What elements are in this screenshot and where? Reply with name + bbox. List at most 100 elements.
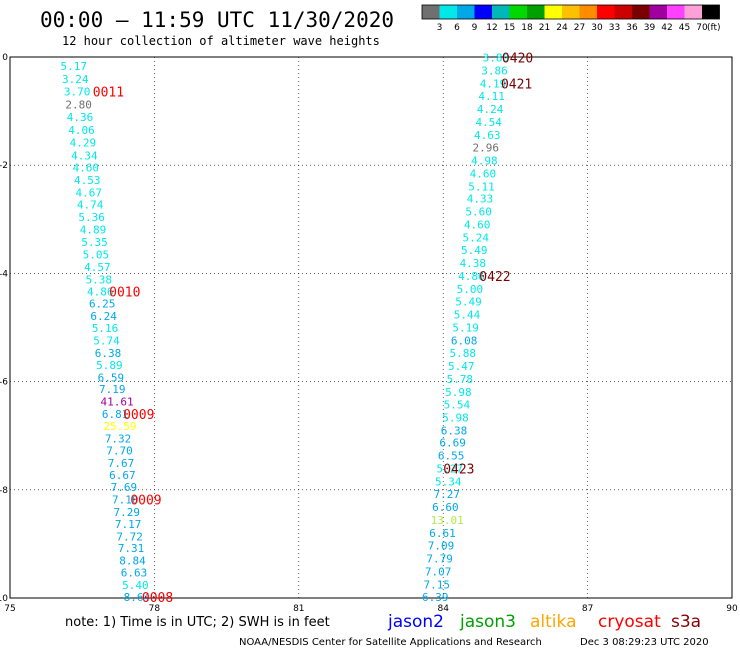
wave-height-point: 5.35 [81, 236, 108, 249]
wave-height-point: 4.89 [80, 224, 107, 237]
legend-label: 21 [539, 23, 550, 33]
y-tick-label: -4 [0, 269, 8, 279]
wave-height-point: 7.07 [425, 565, 452, 578]
wave-height-point: 3.86 [481, 65, 508, 78]
wave-height-point: 3.24 [62, 73, 89, 86]
wave-height-point: 6.24 [90, 310, 117, 323]
wave-height-point: 2.80 [65, 99, 92, 112]
pass-time-label: 0421 [501, 78, 532, 93]
wave-height-point: 5.24 [462, 232, 489, 245]
wave-height-point: 4.98 [471, 154, 498, 167]
y-tick-label: -10 [0, 594, 8, 604]
wave-height-point: 5.49 [461, 244, 488, 257]
pass-time-label: 0009 [123, 408, 154, 423]
wave-height-point: 5.89 [96, 359, 123, 372]
wave-height-point: 6.55 [438, 450, 465, 463]
wave-height-point: 7.15 [423, 578, 450, 591]
legend-label: 15 [504, 23, 515, 33]
satellite-name: s3a [671, 612, 701, 632]
x-tick-label: 90 [726, 604, 738, 614]
wave-height-point: 7.09 [428, 540, 455, 553]
wave-height-point: 4.53 [74, 174, 101, 187]
wave-height-point: 4.60 [73, 161, 100, 174]
legend-border [421, 4, 720, 20]
wave-height-point: 7.29 [113, 506, 140, 519]
wave-height-point: 8.84 [119, 555, 146, 568]
wave-height-point: 4.06 [68, 124, 95, 137]
wave-height-point: 4.34 [71, 149, 98, 162]
footer-timestamp: Dec 3 08:29:23 UTC 2020 [580, 637, 709, 648]
wave-height-point: 5.17 [61, 60, 88, 73]
wave-height-point: 5.00 [457, 283, 484, 296]
wave-height-point: 7.72 [116, 530, 143, 543]
wave-height-point: 5.38 [86, 273, 113, 286]
legend-unit: (ft) [707, 23, 721, 33]
wave-height-point: 7.70 [106, 444, 132, 457]
wave-height-point: 5.47 [448, 360, 475, 373]
y-tick-label: -2 [0, 161, 8, 171]
legend-swatch [632, 5, 650, 19]
pass-time-label: 0420 [502, 52, 533, 67]
legend-label: 36 [626, 23, 638, 33]
y-tick-label: -6 [0, 378, 8, 388]
legend-swatch [544, 5, 562, 19]
legend-label: 27 [574, 23, 585, 33]
wave-height-point: 6.63 [121, 567, 148, 580]
wave-height-point: 3.88 [483, 52, 510, 65]
wave-height-point: 4.57 [84, 261, 111, 274]
wave-height-point: 6.25 [89, 298, 116, 311]
wave-height-point: 4.29 [70, 136, 97, 149]
wave-height-point: 5.40 [122, 579, 149, 592]
wave-height-point: 4.60 [470, 167, 497, 180]
wave-height-point: 6.67 [109, 469, 136, 482]
legend-swatch [684, 5, 702, 19]
x-tick-label: 84 [437, 604, 449, 614]
pass-time-label: 0009 [130, 494, 161, 509]
wave-height-point: 5.98 [445, 386, 472, 399]
pass-time-label: 0422 [479, 270, 510, 285]
legend-swatch [579, 5, 597, 19]
x-tick-label: 78 [149, 604, 161, 614]
legend-label: 33 [609, 23, 620, 33]
wave-height-point: 6.39 [422, 591, 449, 604]
pass-time-labels: 0011 0010 0009 0009 0008 0420 0421 0422 0423 [93, 52, 533, 606]
wave-height-point: 5.74 [93, 334, 120, 347]
x-tick-label: 81 [293, 604, 304, 614]
legend-swatch [457, 5, 475, 19]
wave-height-point: 7.10 [112, 494, 139, 507]
wave-height-point: 5.49 [455, 296, 482, 309]
wave-height-point: 6.38 [95, 347, 122, 360]
legend-swatch [527, 5, 545, 19]
satellite-name: jason2 [387, 612, 444, 632]
plot-frame [9, 56, 733, 599]
wave-height-point: 4.86 [87, 285, 114, 298]
x-tick-label: 75 [4, 604, 15, 614]
legend-swatch [649, 5, 667, 19]
wave-height-point: 6.81 [102, 408, 128, 421]
legend-label: 70 [696, 23, 708, 33]
wave-height-point: 5.88 [449, 347, 476, 360]
legend-label: 30 [591, 23, 603, 33]
wave-height-point: 8.64 [124, 591, 151, 604]
legend-label: 12 [486, 23, 497, 33]
grid-lines [10, 57, 732, 598]
wave-height-point: 7.17 [115, 518, 142, 531]
wave-height-point: 5.78 [447, 373, 474, 386]
axis-ticks: 75 78 81 84 87 90 0 -2 -4 -6 -8 -10 [0, 53, 738, 614]
chart-title: 00:00 — 11:59 UTC 11/30/2020 [40, 8, 394, 32]
legend-label: 6 [454, 23, 460, 33]
wave-height-point: 7.19 [99, 383, 126, 396]
wave-height-point: 7.31 [118, 542, 145, 555]
footer-credit: NOAA/NESDIS Center for Satellite Applica… [239, 637, 542, 648]
wave-height-point: 7.32 [105, 432, 131, 445]
wave-height-point: 4.63 [474, 129, 501, 142]
legend-label: 3 [437, 23, 443, 33]
legend-label: 45 [679, 23, 690, 33]
wave-height-point: 25.59 [103, 420, 136, 433]
wave-height-point: 2.96 [473, 141, 500, 154]
wave-height-point: 6.59 [98, 371, 125, 384]
legend-label: 39 [644, 23, 656, 33]
wave-height-point: 5.34 [435, 476, 462, 489]
legend-label: 24 [556, 23, 568, 33]
legend-label: 18 [521, 23, 533, 33]
